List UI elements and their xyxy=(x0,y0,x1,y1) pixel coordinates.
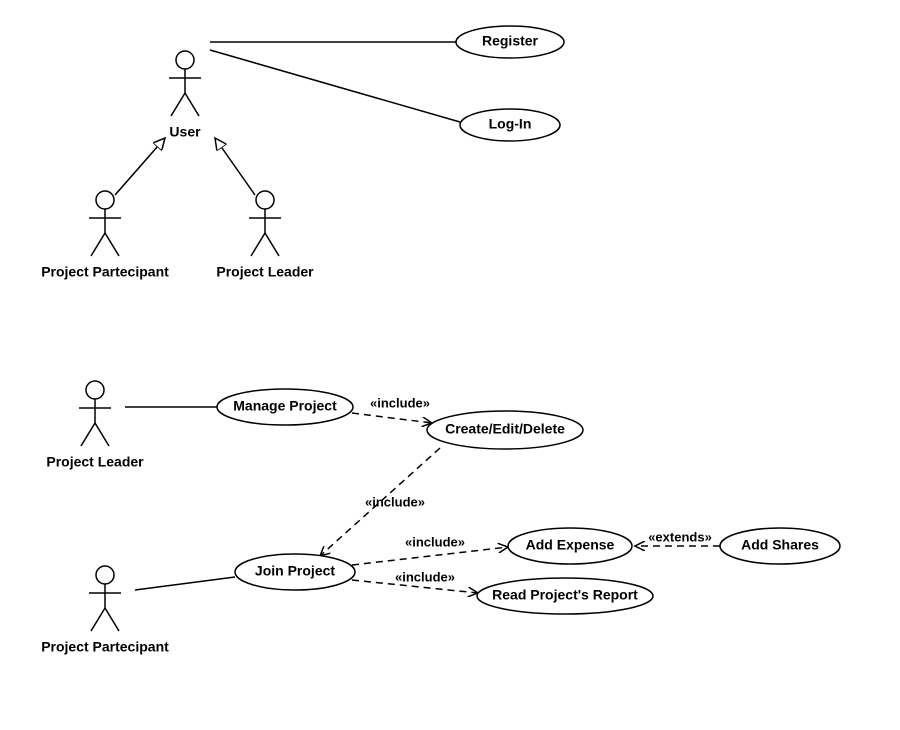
usecase-ced: Create/Edit/Delete xyxy=(427,411,583,449)
include-label: «include» xyxy=(405,534,465,549)
include-label: «include» xyxy=(365,494,425,509)
usecase-login: Log-In xyxy=(460,109,560,141)
actor-pl_top: Project Leader xyxy=(216,191,314,280)
usecase-label: Read Project's Report xyxy=(492,587,638,603)
usecase-register: Register xyxy=(456,26,564,58)
use-case-diagram: «include» «include» «include» «include» «ext… xyxy=(0,0,900,730)
usecase-label: Create/Edit/Delete xyxy=(445,421,565,437)
usecase-label: Add Expense xyxy=(526,537,615,553)
actor-label: Project Leader xyxy=(216,264,314,280)
usecase-label: Log-In xyxy=(489,116,532,132)
generalization xyxy=(115,138,165,195)
usecase-manage: Manage Project xyxy=(217,389,353,425)
actor-label: Project Partecipant xyxy=(41,639,169,655)
usecase-label: Manage Project xyxy=(233,398,337,414)
actor-pp_top: Project Partecipant xyxy=(41,191,169,280)
usecase-readrep: Read Project's Report xyxy=(477,578,653,614)
actor-user: User xyxy=(169,51,201,140)
usecase-label: Add Shares xyxy=(741,537,819,553)
include-arrow xyxy=(352,413,432,423)
usecase-addshares: Add Shares xyxy=(720,528,840,564)
usecase-label: Join Project xyxy=(255,563,335,579)
association xyxy=(135,577,235,590)
include-arrow xyxy=(352,547,508,565)
usecase-join: Join Project xyxy=(235,554,355,590)
actor-label: Project Partecipant xyxy=(41,264,169,280)
include-label: «include» xyxy=(395,569,455,584)
actor-label: Project Leader xyxy=(46,454,144,470)
actor-pp_bottom: Project Partecipant xyxy=(41,566,169,655)
actor-pl_bottom: Project Leader xyxy=(46,381,144,470)
extend-label: «extends» xyxy=(648,529,712,544)
association xyxy=(210,50,460,122)
include-label: «include» xyxy=(370,395,430,410)
actor-label: User xyxy=(169,124,201,140)
usecase-addexp: Add Expense xyxy=(508,528,632,564)
generalization xyxy=(215,138,255,195)
usecase-label: Register xyxy=(482,33,539,49)
